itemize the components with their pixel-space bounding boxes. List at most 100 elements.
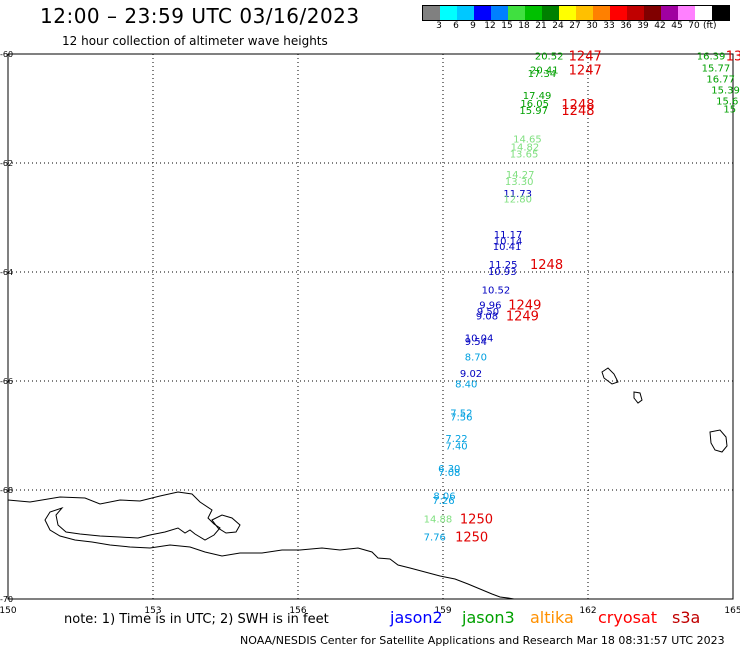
map-title: 12:00 – 23:59 UTC 03/16/2023 [40, 4, 360, 28]
scale-tick-label: 36 [620, 21, 632, 31]
wave-height-label: 9.50 [477, 307, 499, 318]
scale-swatch [576, 6, 593, 20]
wave-height-label: 16.77 [706, 75, 735, 86]
scale-tick-label: 12 [484, 21, 496, 31]
scale-swatch [695, 6, 712, 20]
satellite-legend-item: altika [530, 608, 574, 627]
wave-height-label: 15 [723, 105, 736, 116]
satellite-legend-item: s3a [672, 608, 701, 627]
latitude-label: -64 [0, 268, 13, 277]
wave-height-label: 7.40 [445, 441, 467, 452]
scale-tick-label: 45 [671, 21, 683, 31]
wave-height-label: 10.52 [482, 285, 511, 296]
antarctic-coastline [7, 491, 515, 600]
wave-height-label: 17.34 [528, 69, 557, 80]
scale-tick-label: 42 [654, 21, 666, 31]
wave-height-label: 15.39 [711, 85, 740, 96]
wave-height-label: 11.73 [503, 189, 532, 200]
scale-swatch [542, 6, 559, 20]
wave-height-label: 7.52 [450, 409, 472, 420]
latitude-label: -68 [0, 486, 13, 495]
pass-time-label: 1247 [569, 63, 602, 78]
longitude-label: 165 [724, 606, 740, 616]
wave-height-label: 7.08 [438, 468, 460, 479]
scale-swatch [491, 6, 508, 20]
scale-tick-label: 30 [586, 21, 598, 31]
scale-swatch [627, 6, 644, 20]
scale-tick-label: 6 [453, 21, 459, 31]
scale-swatch [644, 6, 661, 20]
wave-height-label: 8.70 [465, 352, 487, 363]
wave-height-label: 11.17 [494, 230, 523, 241]
wave-height-label: 8.40 [455, 380, 477, 391]
island-2 [633, 391, 643, 404]
island-1 [601, 367, 619, 385]
longitude-label: 162 [579, 606, 596, 616]
wave-height-label: 10.93 [488, 267, 517, 278]
scale-unit-label: (ft) [703, 21, 717, 31]
satellite-legend-item: jason2 [390, 608, 443, 627]
wave-height-label: 11.25 [489, 260, 518, 271]
satellite-legend-item: jason3 [462, 608, 515, 627]
wave-height-label: 14.88 [424, 514, 453, 525]
wave-height-label: 7.76 [424, 532, 446, 543]
wave-height-label: 7.22 [445, 434, 467, 445]
map-frame [7, 53, 734, 600]
scale-tick-label: 70 [688, 21, 700, 31]
pass-time-label: 1250 [455, 530, 488, 545]
scale-swatch [593, 6, 610, 20]
longitude-label: 159 [434, 606, 451, 616]
map-axis-labels: 150 153 156 159 162 165 -60 -62 -64 -66 -68 -70 [0, 50, 740, 616]
wave-height-label: 9.96 [479, 301, 501, 312]
coastline [7, 367, 728, 600]
wave-height-label: 10.04 [465, 333, 494, 344]
wave-height-label: 15.77 [702, 64, 731, 75]
credit-line: NOAA/NESDIS Center for Satellite Applica… [240, 634, 725, 647]
satellite-legend-item: cryosat [598, 608, 658, 627]
scale-tick-label: 9 [470, 21, 476, 31]
wave-height-label: 9.02 [460, 369, 482, 380]
wave-height-label: 20.52 [535, 52, 564, 63]
wave-height-label: 13.65 [510, 150, 539, 161]
scale-swatch [457, 6, 474, 20]
wave-height-label: 14.65 [513, 134, 542, 145]
longitude-label: 156 [289, 606, 306, 616]
scale-tick-label: 24 [552, 21, 564, 31]
wave-height-label: 9.54 [465, 337, 487, 348]
pass-time-label: 13 [726, 50, 740, 65]
wave-height-label: 20.41 [530, 65, 559, 76]
scale-tick-label: 27 [569, 21, 581, 31]
footer-note: note: 1) Time is in UTC; 2) SWH is in fe… [64, 612, 329, 627]
scale-swatch [661, 6, 678, 20]
wave-height-label: 12.80 [503, 194, 532, 205]
wave-height-label: 17.49 [523, 91, 552, 102]
wave-height-label: 16.05 [520, 99, 549, 110]
scale-tick-label: 33 [603, 21, 615, 31]
wave-height-label: 14.82 [511, 143, 540, 154]
scale-swatch [559, 6, 576, 20]
scale-swatch [423, 6, 440, 20]
scale-swatch [508, 6, 525, 20]
wave-height-label: 10.41 [493, 242, 522, 253]
pass-time-label: 1249 [508, 299, 541, 314]
wave-height-label: 14.27 [506, 170, 535, 181]
scale-swatch [678, 6, 695, 20]
wave-height-label: 8.06 [433, 491, 455, 502]
color-scale-labels: 3 6 9 12 15 18 21 24 27 30 33 36 39 42 45 70 [422, 21, 740, 33]
wave-height-label: 9.08 [476, 312, 498, 323]
longitude-label: 150 [0, 606, 17, 616]
scale-swatch [712, 6, 729, 20]
latitude-label: -60 [0, 50, 13, 59]
map-gridlines [8, 54, 733, 599]
wave-height-label: 6.30 [438, 464, 460, 475]
coastline-inlet [211, 514, 241, 534]
wave-height-label: 7.26 [432, 496, 454, 507]
scale-swatch [440, 6, 457, 20]
wave-height-color-scale [422, 5, 730, 21]
scale-tick-label: 3 [436, 21, 442, 31]
pass-time-label: 1250 [460, 512, 493, 527]
wave-height-label: 15.97 [519, 106, 548, 117]
wave-height-label: 16.39 [697, 52, 726, 63]
scale-swatch [610, 6, 627, 20]
